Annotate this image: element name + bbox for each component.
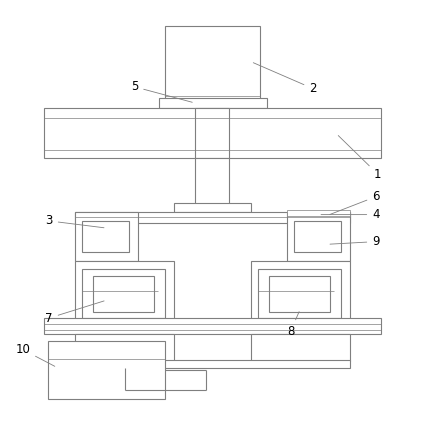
- Bar: [251, 261, 350, 325]
- Text: 5: 5: [131, 80, 192, 102]
- Bar: [44, 318, 381, 334]
- Bar: [75, 360, 350, 368]
- Text: 7: 7: [45, 301, 104, 325]
- Text: 1: 1: [338, 135, 382, 181]
- Bar: [75, 334, 174, 361]
- Bar: [174, 203, 251, 212]
- Bar: [75, 261, 174, 325]
- Bar: [93, 276, 154, 312]
- Bar: [82, 221, 129, 252]
- Text: 9: 9: [330, 235, 380, 248]
- Bar: [44, 108, 381, 158]
- Bar: [287, 212, 350, 261]
- Text: 3: 3: [45, 214, 104, 228]
- Bar: [165, 26, 260, 102]
- Bar: [294, 221, 341, 252]
- Text: 10: 10: [15, 343, 55, 366]
- Text: 4: 4: [321, 208, 380, 221]
- Bar: [287, 210, 350, 216]
- Bar: [258, 268, 341, 318]
- Bar: [195, 108, 229, 158]
- Bar: [195, 158, 229, 207]
- Bar: [48, 341, 165, 399]
- Bar: [75, 212, 350, 223]
- Bar: [159, 97, 267, 108]
- Bar: [251, 334, 350, 361]
- Text: 2: 2: [253, 63, 317, 95]
- Bar: [75, 212, 138, 261]
- Text: 6: 6: [330, 190, 380, 214]
- Text: 8: 8: [287, 311, 299, 338]
- Bar: [82, 268, 165, 318]
- Bar: [269, 276, 330, 312]
